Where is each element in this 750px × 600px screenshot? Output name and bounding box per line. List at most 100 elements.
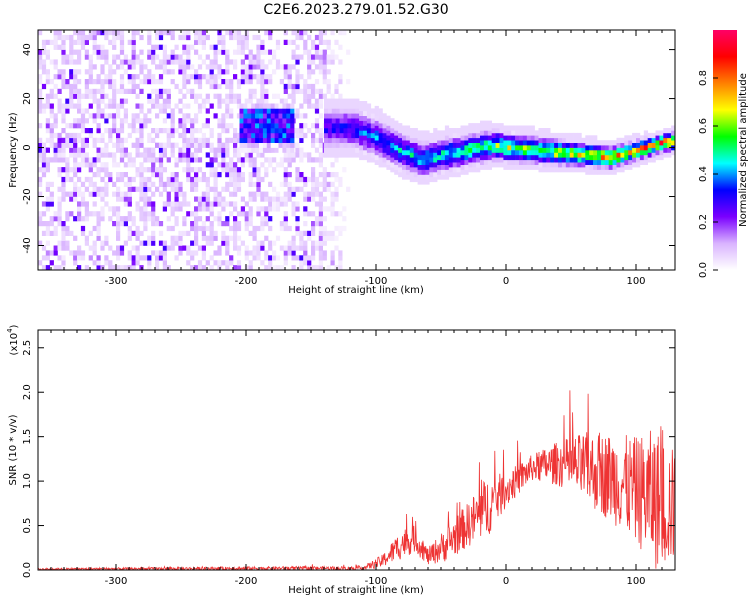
spectrogram-cell <box>266 147 271 153</box>
spectrogram-cell <box>225 235 230 241</box>
spectrogram-cell <box>307 93 312 99</box>
spectrogram-cell <box>233 172 238 178</box>
spectrogram-cell <box>279 196 284 202</box>
spectrogram-cell <box>38 157 43 163</box>
spectrogram-cell <box>444 135 450 141</box>
spectrogram-cell <box>268 157 273 163</box>
spectrogram-cell <box>233 191 238 197</box>
spectrogram-cell <box>155 265 160 270</box>
spectrogram-cell <box>303 260 308 266</box>
spectrogram-cell <box>287 240 292 246</box>
spectrogram-cell <box>577 157 582 163</box>
spectrogram-cell <box>287 83 292 90</box>
spectrogram-cell <box>116 221 121 227</box>
spectrogram-cell <box>318 245 323 251</box>
spectrogram-cell <box>186 250 191 256</box>
spectrogram-cell <box>135 250 140 256</box>
spectrogram-cell <box>170 79 175 85</box>
spectrogram-cell <box>279 265 284 270</box>
spectrogram-cell <box>197 103 203 109</box>
spectrogram-cell <box>268 34 273 41</box>
spectrogram-cell <box>112 39 117 45</box>
spectrogram-cell <box>155 54 160 60</box>
spectrogram-cell <box>182 142 187 148</box>
spectrogram-cell <box>65 191 70 197</box>
spectrogram-cell <box>73 191 78 197</box>
spectrogram-cell <box>386 154 391 161</box>
spectrogram-cell <box>248 260 253 266</box>
spectrogram-cell <box>236 225 242 232</box>
spectrogram-cell <box>632 137 637 143</box>
spectrogram-cell <box>174 176 179 183</box>
spectrogram-cell <box>116 137 121 143</box>
spectrogram-cell <box>123 108 128 114</box>
spectrogram-cell <box>225 221 230 227</box>
spectrogram-cell <box>158 64 164 70</box>
spectrogram-cell <box>217 98 222 104</box>
spectrogram-cell <box>73 147 78 153</box>
spectrogram-cell <box>448 147 453 153</box>
spectrogram-cell <box>307 128 312 134</box>
spectrogram-cell <box>229 83 234 90</box>
spectrogram-cell <box>205 152 210 158</box>
spectrogram-cell <box>483 135 489 141</box>
spectrogram-cell <box>347 98 352 104</box>
spectrogram-cell <box>236 172 242 178</box>
spectrogram-cell <box>417 179 422 185</box>
spectrogram-cell <box>260 176 265 183</box>
spectrogram-cell <box>247 113 252 119</box>
spectrogram-cell <box>476 162 481 168</box>
spectrogram-cell <box>318 221 323 227</box>
spectrogram-cell <box>225 152 230 158</box>
spectrogram-cell <box>632 142 637 148</box>
spectrogram-cell <box>256 34 261 41</box>
spectrogram-cell <box>119 147 125 153</box>
spectrogram-cell <box>247 123 252 129</box>
spectrogram-cell <box>77 39 82 45</box>
spectrogram-cell <box>311 88 316 94</box>
spectrogram-cell <box>77 49 82 55</box>
spectrogram-cell <box>182 74 187 80</box>
spectrogram-cell <box>398 157 403 163</box>
spectrogram-cell <box>213 196 218 202</box>
spectrogram-cell <box>390 142 395 148</box>
spectrogram-cell <box>278 108 283 114</box>
spectrogram-cell <box>244 54 249 60</box>
spectrogram-cell <box>116 88 121 94</box>
spectrogram-cell <box>283 74 288 80</box>
spectrogram-cell <box>112 123 117 129</box>
spectrogram-cell <box>402 164 407 170</box>
spectrogram-cell <box>252 162 257 168</box>
spectrogram-cell <box>275 44 281 50</box>
spectrogram-cell <box>468 157 473 163</box>
spectrogram-cell <box>197 176 203 183</box>
spectrogram-cell <box>69 137 74 143</box>
spectrogram-cell <box>236 83 242 90</box>
spectrogram-cell <box>123 69 128 75</box>
spectrogram-cell <box>123 191 128 197</box>
spectrogram-cell <box>178 240 183 246</box>
spectrogram-cell <box>104 103 109 109</box>
spectrogram-cell <box>61 49 66 55</box>
spectrogram-cell <box>236 250 242 256</box>
spectrogram-cell <box>468 123 473 129</box>
spectrogram-cell <box>608 169 613 175</box>
spectrogram-cell <box>433 152 438 158</box>
spectrogram-cell <box>561 157 567 163</box>
spectrogram-cell <box>119 250 125 256</box>
spectrogram-cell <box>186 128 191 134</box>
spectrogram-cell <box>170 186 175 192</box>
spectrogram-cell <box>480 159 485 165</box>
spectrogram-cell <box>209 201 214 207</box>
spectrogram-cell <box>38 123 43 129</box>
spectrogram-cell <box>158 191 164 197</box>
spectrogram-cell <box>262 113 268 119</box>
spectrogram-cell <box>314 123 320 129</box>
spectrogram-cell <box>213 235 218 241</box>
spectrogram-cell <box>264 88 269 94</box>
spectrogram-cell <box>96 128 101 134</box>
spectrogram-cell <box>147 157 152 163</box>
spectrogram-cell <box>585 145 590 151</box>
spectrogram-cell <box>433 132 438 139</box>
spectrogram-cell <box>61 196 66 202</box>
